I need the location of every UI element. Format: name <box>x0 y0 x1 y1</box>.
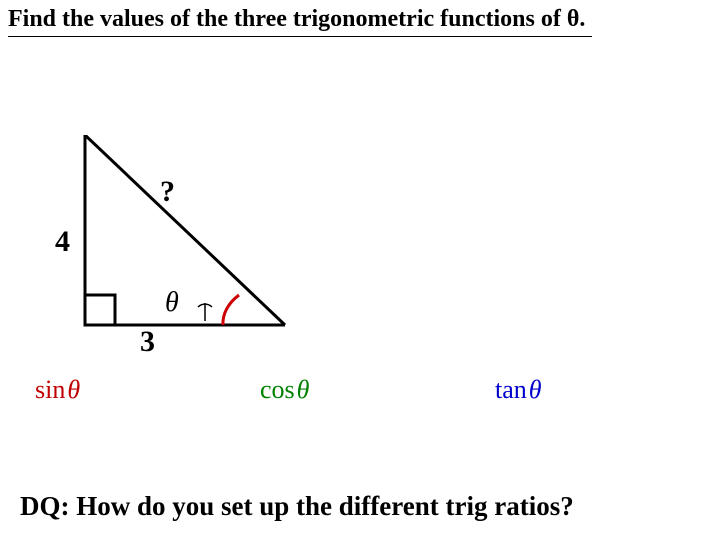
right-angle-box <box>85 295 115 325</box>
cos-angle: θ <box>295 375 310 404</box>
cos-theta: cosθ <box>260 375 309 405</box>
angle-theta-label: θ <box>165 287 179 319</box>
side-label-vertical: 4 <box>55 225 70 259</box>
triangle-svg <box>55 135 315 355</box>
tan-label: tan <box>495 375 527 404</box>
tan-angle: θ <box>527 375 542 404</box>
title-underline <box>8 36 592 37</box>
cos-label: cos <box>260 375 295 404</box>
sin-angle: θ <box>65 375 80 404</box>
triangle-figure: 4 ? 3 θ <box>55 135 315 355</box>
discussion-question: DQ: How do you set up the different trig… <box>20 491 574 522</box>
sin-theta: sinθ <box>35 375 80 405</box>
tan-theta: tanθ <box>495 375 542 405</box>
page-title: Find the values of the three trigonometr… <box>8 6 585 33</box>
side-label-hypotenuse: ? <box>160 175 175 209</box>
angle-arc <box>223 295 239 325</box>
sin-label: sin <box>35 375 65 404</box>
angle-tick-mark <box>198 303 212 321</box>
side-label-horizontal: 3 <box>140 325 155 359</box>
